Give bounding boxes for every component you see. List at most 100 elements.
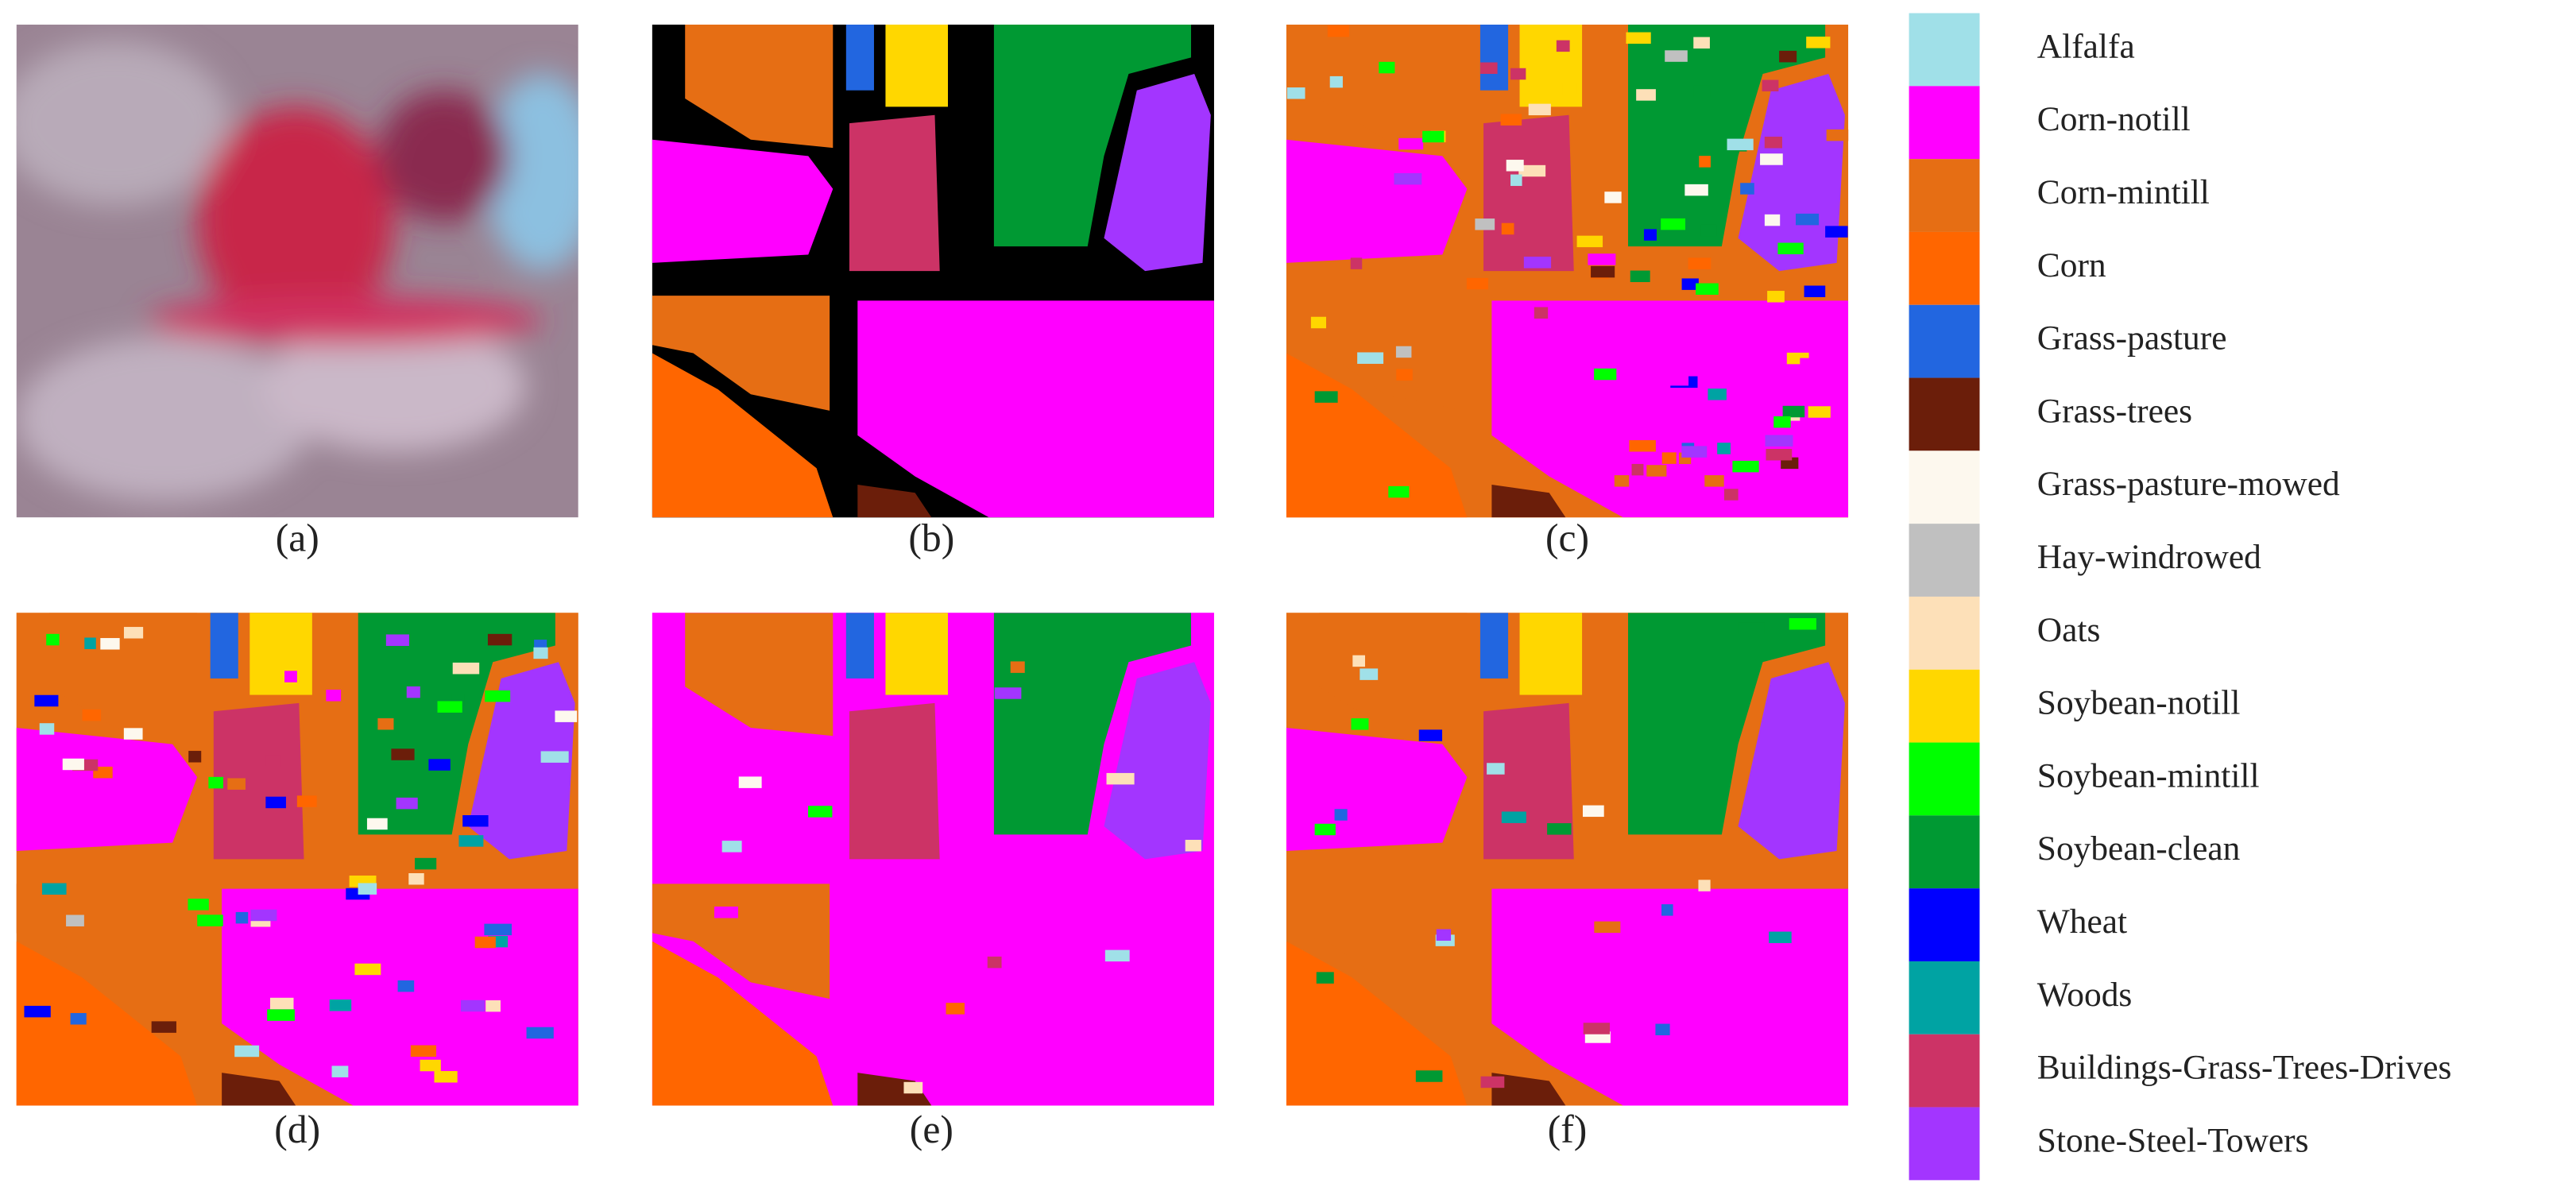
speckle	[326, 690, 342, 702]
speckle	[284, 671, 297, 683]
speckle	[533, 647, 548, 659]
speckle	[1698, 880, 1711, 891]
speckle	[1696, 283, 1719, 295]
speckle	[188, 751, 202, 763]
speckle	[1316, 972, 1334, 984]
speckle	[1501, 222, 1514, 235]
speckle	[234, 1045, 260, 1058]
speckle	[1327, 25, 1350, 37]
speckle	[1314, 823, 1336, 836]
legend-swatch	[1909, 304, 1980, 378]
speckle	[1562, 83, 1577, 95]
speckle	[987, 956, 1002, 969]
speckle	[227, 778, 246, 790]
panel-label: (b)	[908, 516, 954, 560]
speckle	[82, 709, 102, 721]
speckle	[66, 915, 84, 926]
legend-swatch	[1909, 815, 1980, 889]
speckle	[1506, 160, 1524, 172]
speckle	[1825, 226, 1848, 238]
speckle	[1777, 242, 1804, 255]
speckle	[123, 627, 144, 639]
speckle	[1415, 1070, 1443, 1082]
speckle	[1328, 218, 1343, 230]
legend-label: Grass-trees	[2037, 392, 2192, 430]
panel-labels: (a) (b) (c) (d) (e) (f)	[274, 516, 1589, 1151]
speckle	[461, 1000, 485, 1012]
speckle	[1582, 805, 1604, 818]
speckle	[151, 1021, 176, 1033]
speckle	[1789, 618, 1816, 630]
panel-label: (f)	[1548, 1108, 1588, 1151]
speckle	[1501, 811, 1526, 823]
speckle	[377, 718, 394, 730]
classification-maps	[16, 25, 1849, 1106]
speckle	[555, 710, 578, 722]
classification-map	[16, 613, 578, 1106]
speckle	[1388, 485, 1410, 498]
speckle	[1614, 475, 1630, 487]
speckle	[1394, 172, 1422, 185]
panel-label: (e)	[910, 1108, 953, 1151]
speckle	[1396, 369, 1413, 381]
speckle	[1379, 61, 1395, 74]
false-color-image	[16, 25, 578, 518]
speckle	[267, 1009, 295, 1021]
speckle	[1588, 253, 1616, 265]
legend-label: Wheat	[2037, 903, 2127, 941]
speckle	[100, 638, 120, 650]
speckle	[1352, 655, 1366, 667]
legend-label: Grass-pasture-mowed	[2037, 465, 2340, 503]
speckle	[1286, 463, 1303, 475]
speckle	[1769, 931, 1792, 944]
speckle	[540, 751, 569, 763]
speckle	[391, 748, 415, 760]
speckle	[415, 857, 437, 870]
speckle	[1693, 85, 1711, 98]
legend-label: Alfalfa	[2037, 27, 2135, 65]
speckle	[1185, 840, 1201, 852]
speckle	[1740, 183, 1754, 195]
speckle	[1310, 316, 1327, 329]
legend-label: Stone-Steel-Towers	[2037, 1121, 2309, 1159]
speckle	[437, 701, 462, 713]
speckle	[1518, 164, 1546, 177]
speckle	[1765, 435, 1793, 447]
speckle	[1629, 439, 1656, 452]
speckle	[1779, 50, 1797, 63]
speckle	[1723, 489, 1739, 501]
speckle	[1322, 915, 1342, 927]
legend-label: Corn-mintill	[2037, 173, 2210, 211]
speckle	[487, 633, 512, 646]
legend-label: Soybean-notill	[2037, 684, 2241, 722]
speckle	[329, 1000, 352, 1011]
speckle	[1510, 174, 1522, 187]
speckle	[235, 911, 249, 924]
speckle	[485, 690, 511, 702]
speckle	[474, 936, 496, 949]
speckle	[397, 980, 415, 992]
speckle	[269, 997, 294, 1010]
legend-label: Oats	[2037, 611, 2101, 649]
speckle	[1436, 929, 1452, 941]
speckle	[1667, 373, 1689, 386]
speckle	[406, 686, 420, 698]
speckle	[738, 776, 762, 788]
speckle	[1665, 50, 1688, 62]
speckle	[70, 1013, 87, 1025]
legend-swatch	[1909, 159, 1980, 232]
speckle	[1626, 32, 1651, 44]
speckle	[1636, 89, 1656, 101]
speckle	[1351, 718, 1369, 730]
speckle	[1523, 257, 1552, 269]
speckle	[1693, 37, 1710, 49]
speckle	[1556, 40, 1570, 52]
speckle	[1480, 62, 1498, 74]
speckle	[358, 883, 377, 895]
legend-label: Buildings-Grass-Trees-Drives	[2037, 1049, 2452, 1087]
speckle	[1631, 463, 1644, 476]
speckle	[1104, 949, 1130, 962]
speckle	[1661, 218, 1686, 230]
speckle	[1418, 729, 1443, 741]
